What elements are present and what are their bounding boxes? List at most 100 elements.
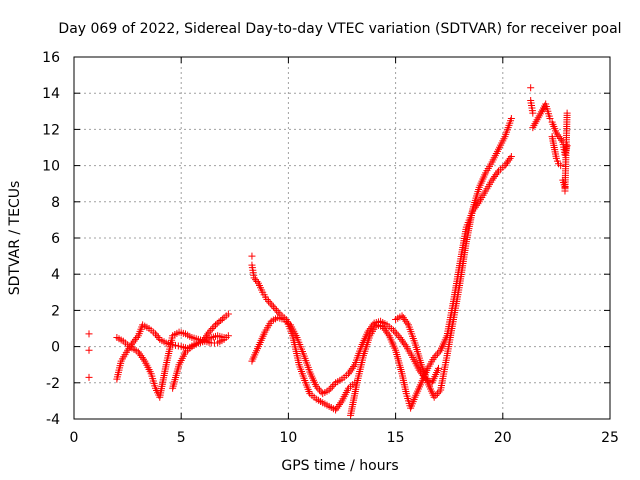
data-point <box>151 330 159 338</box>
data-point <box>488 176 496 184</box>
data-point-interp <box>273 306 281 314</box>
x-tick-label: 20 <box>494 430 512 446</box>
data-point <box>344 370 352 378</box>
data-point-interp <box>492 171 500 179</box>
data-point <box>546 115 554 123</box>
data-point <box>430 353 438 361</box>
data-point-interp <box>266 299 274 307</box>
data-point-interp <box>327 384 335 392</box>
data-point-interp <box>153 332 161 340</box>
data-point <box>269 303 277 311</box>
data-point <box>212 321 220 329</box>
data-point-interp <box>398 337 406 345</box>
y-tick-label: 16 <box>42 50 60 66</box>
data-point-interp <box>402 317 410 325</box>
data-point <box>325 386 333 394</box>
data-point <box>563 142 571 150</box>
data-point <box>501 162 509 170</box>
data-point-interp <box>268 301 276 309</box>
data-point-interp <box>210 323 218 331</box>
data-point-interp <box>314 384 322 392</box>
data-point-interp <box>433 350 441 358</box>
data-point-interp <box>348 364 356 372</box>
x-tick-label: 0 <box>70 430 79 446</box>
data-point <box>85 330 93 338</box>
y-tick-label: 6 <box>51 231 60 247</box>
data-point-interp <box>215 318 223 326</box>
data-point-interp <box>213 319 221 327</box>
data-point-interp <box>252 276 260 284</box>
data-point <box>398 312 406 320</box>
data-point-interp <box>556 134 564 142</box>
data-point <box>507 115 515 123</box>
data-point-interp <box>381 326 389 334</box>
data-point-interp <box>391 328 399 336</box>
data-point-interp <box>253 277 261 285</box>
data-point <box>85 373 93 381</box>
data-point <box>134 348 142 356</box>
data-point <box>396 334 404 342</box>
data-point-interp <box>394 332 402 340</box>
data-point-interp <box>350 363 358 371</box>
data-point-interp <box>337 399 345 407</box>
y-tick-label: 8 <box>51 195 60 211</box>
data-point <box>224 310 232 318</box>
data-point <box>250 274 258 282</box>
data-point-interp <box>346 368 354 376</box>
y-tick-label: 14 <box>42 86 60 102</box>
data-point-interp <box>432 352 440 360</box>
data-point-interp <box>274 308 282 316</box>
data-point-interp <box>393 330 401 338</box>
data-point <box>263 296 271 304</box>
data-point-interp <box>154 334 162 342</box>
x-tick-label: 15 <box>387 430 405 446</box>
data-point-interp <box>133 334 141 342</box>
data-point-interp <box>401 315 409 323</box>
data-point-interp <box>554 131 562 139</box>
x-axis-label: GPS time / hours <box>281 458 398 474</box>
data-point-interp <box>271 305 279 313</box>
data-point <box>430 393 438 401</box>
y-tick-label: 10 <box>42 159 60 175</box>
chart-title: Day 069 of 2022, Sidereal Day-to-day VTE… <box>58 21 621 37</box>
data-point-interp <box>138 353 146 361</box>
data-point-interp <box>399 314 407 322</box>
data-point-interp <box>502 160 510 168</box>
data-point-interp <box>335 401 343 409</box>
data-point-interp <box>137 352 145 360</box>
data-point <box>527 84 535 92</box>
x-tick-label: 25 <box>601 430 619 446</box>
y-tick-label: 0 <box>51 340 60 356</box>
data-point-interp <box>397 335 405 343</box>
y-tick-label: -4 <box>46 412 60 428</box>
y-tick-labels: -4 -2 0 2 4 6 8 10 12 14 16 <box>42 50 60 428</box>
data-point-interp <box>401 341 409 349</box>
data-point-interp <box>347 366 355 374</box>
x-tick-label: 5 <box>177 430 186 446</box>
data-point-interp <box>435 388 443 396</box>
data-point <box>312 382 320 390</box>
data-point <box>332 406 340 414</box>
data-point-interp <box>505 156 513 164</box>
data-point <box>379 323 387 331</box>
data-point-interp <box>315 386 323 394</box>
data-point-interp <box>506 154 514 162</box>
data-point-interp <box>131 335 139 343</box>
data-point-interp <box>136 350 144 358</box>
data-point <box>248 252 256 260</box>
data-point-interp <box>334 402 342 410</box>
data-point <box>389 326 397 334</box>
data-point-interp <box>207 326 215 334</box>
data-point-interp <box>218 315 226 323</box>
data-point-interp <box>139 355 147 363</box>
data-point <box>224 332 232 340</box>
data-point <box>364 328 372 336</box>
data-point-interp <box>204 330 212 338</box>
y-axis-label: SDTVAR / TECUs <box>7 181 23 296</box>
data-point-interp <box>555 133 563 141</box>
data-point-interp <box>432 391 440 399</box>
data-point-interp <box>400 339 408 347</box>
y-tick-label: 4 <box>51 267 60 283</box>
data-point <box>85 346 93 354</box>
